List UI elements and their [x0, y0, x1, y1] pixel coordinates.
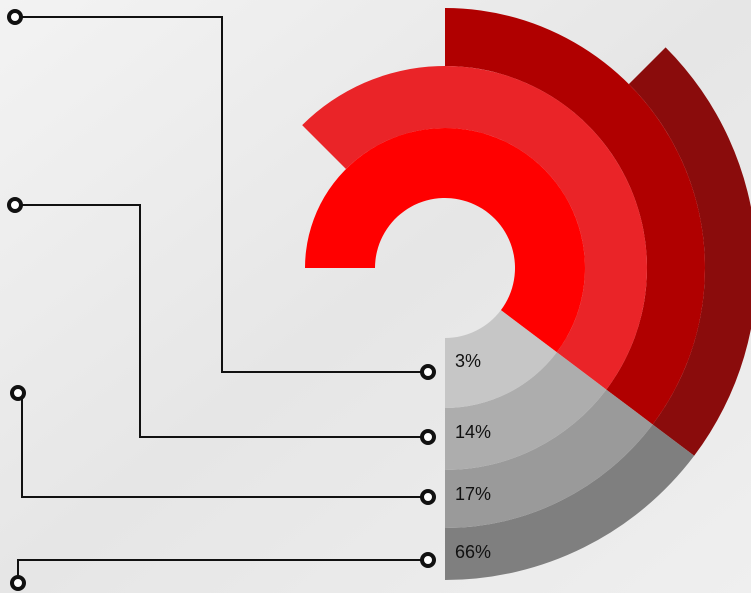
label: 66%: [455, 542, 491, 562]
ring-segment: [445, 352, 607, 470]
label: 14%: [455, 422, 491, 442]
ring-segment: [445, 424, 695, 580]
ring-segment: [302, 65, 648, 390]
connector-dot: [420, 364, 436, 380]
ring-segment: [628, 47, 751, 456]
connector-dot: [7, 9, 23, 25]
connector-dot: [10, 385, 26, 401]
connector: [15, 204, 428, 438]
ring-segment: [445, 8, 705, 425]
ring-segment: [305, 127, 585, 353]
rings: [302, 8, 751, 580]
connector-dot: [420, 489, 436, 505]
connectors: [7, 9, 436, 591]
ring-segment: [445, 310, 557, 408]
label: 17%: [455, 484, 491, 504]
connector-dot: [420, 429, 436, 445]
connector-dot: [7, 197, 23, 213]
connector-dot: [10, 575, 26, 591]
label: 3%: [455, 351, 481, 371]
connector: [15, 16, 428, 373]
connector-dot: [420, 552, 436, 568]
ring-segment: [445, 389, 653, 528]
